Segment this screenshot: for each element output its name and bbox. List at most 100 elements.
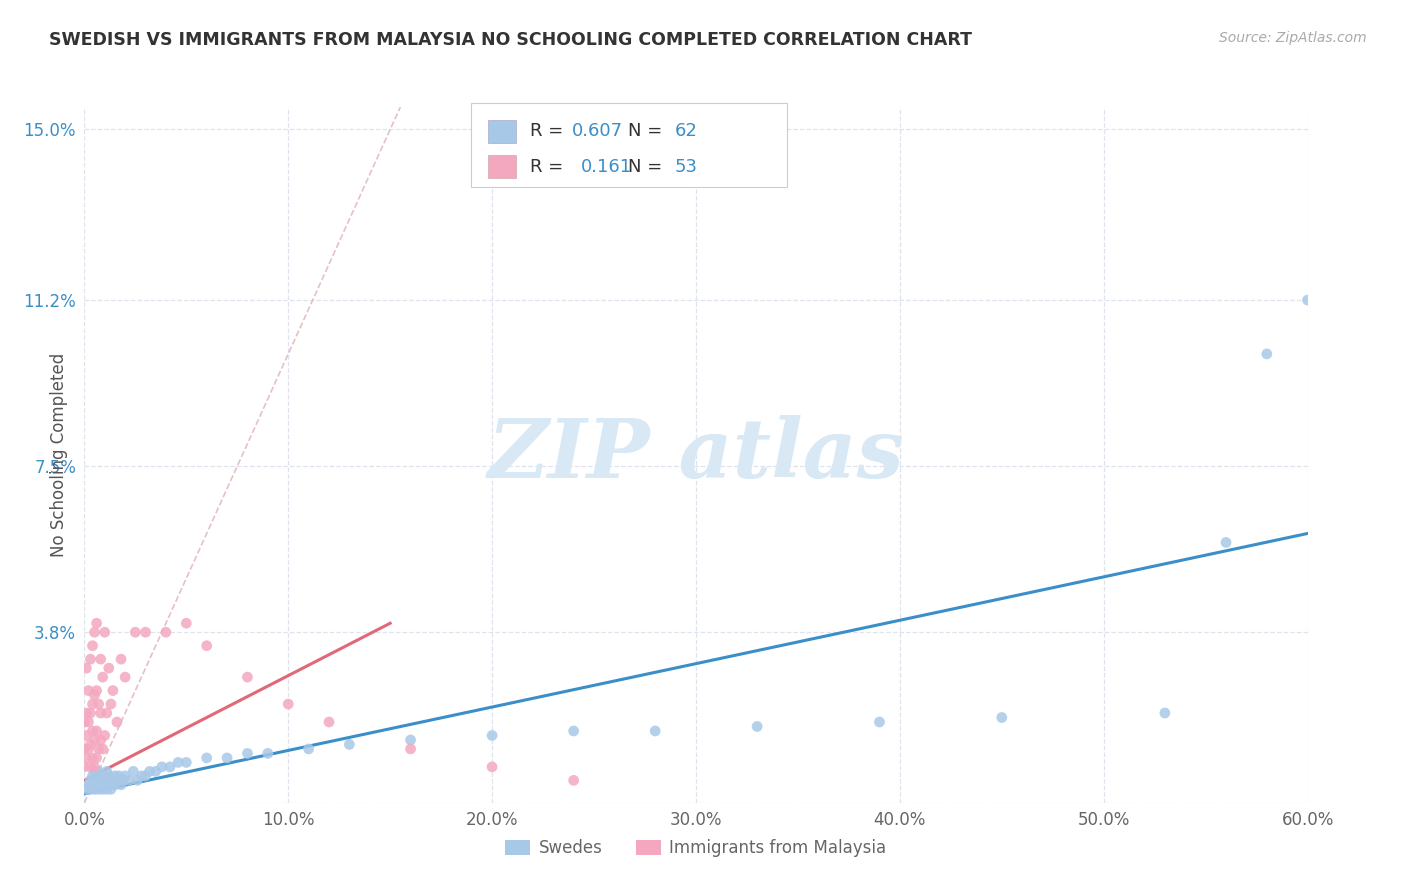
Point: [79, 652, 101, 666]
Point: [1296, 293, 1319, 307]
Point: [83, 760, 105, 774]
Legend: Swedes, Immigrants from Malaysia: Swedes, Immigrants from Malaysia: [499, 833, 893, 864]
Point: [101, 778, 124, 792]
Point: [82, 751, 104, 765]
Point: [82, 778, 104, 792]
Point: [108, 769, 131, 783]
Point: [118, 773, 141, 788]
Point: [86, 751, 108, 765]
Text: R =: R =: [530, 158, 569, 176]
Text: N =: N =: [628, 122, 668, 140]
Point: [481, 760, 503, 774]
Point: [73, 742, 96, 756]
Point: [747, 719, 769, 733]
Point: [77, 778, 100, 792]
Point: [104, 778, 127, 792]
Point: [91, 773, 114, 788]
Point: [91, 742, 114, 756]
Point: [135, 625, 157, 640]
Point: [75, 706, 97, 720]
Point: [100, 773, 122, 788]
Point: [159, 760, 181, 774]
Point: [82, 769, 104, 783]
Point: [86, 723, 108, 738]
Point: [100, 697, 122, 711]
Point: [114, 670, 136, 684]
Point: [79, 738, 101, 752]
Point: [104, 769, 127, 783]
Point: [97, 769, 120, 783]
Point: [96, 764, 118, 779]
Point: [124, 625, 146, 640]
Point: [112, 773, 135, 788]
Text: ZIP atlas: ZIP atlas: [488, 415, 904, 495]
Text: Source: ZipAtlas.com: Source: ZipAtlas.com: [1219, 31, 1367, 45]
Point: [167, 756, 190, 770]
Point: [91, 782, 114, 797]
Point: [83, 733, 105, 747]
Point: [83, 764, 105, 779]
Point: [73, 760, 96, 774]
Point: [90, 706, 112, 720]
Point: [86, 683, 108, 698]
Point: [277, 697, 299, 711]
Point: [79, 706, 101, 720]
Point: [195, 639, 218, 653]
Point: [96, 782, 118, 797]
Point: [93, 625, 117, 640]
Text: N =: N =: [628, 158, 668, 176]
Point: [236, 747, 259, 761]
Point: [105, 714, 128, 729]
Point: [101, 683, 124, 698]
Point: [87, 782, 110, 797]
Point: [75, 661, 97, 675]
Point: [83, 773, 105, 788]
Point: [90, 778, 112, 792]
Point: [991, 710, 1014, 724]
Point: [1256, 347, 1278, 361]
Text: 62: 62: [675, 122, 697, 140]
Point: [110, 778, 132, 792]
Point: [83, 688, 105, 702]
Point: [75, 729, 97, 743]
Point: [87, 764, 110, 779]
Point: [93, 769, 117, 783]
Point: [127, 773, 149, 788]
Point: [138, 764, 160, 779]
Point: [105, 773, 128, 788]
Point: [86, 778, 108, 792]
Point: [236, 670, 259, 684]
Point: [83, 782, 105, 797]
Point: [90, 733, 112, 747]
Text: 53: 53: [675, 158, 697, 176]
Point: [562, 723, 585, 738]
Point: [562, 773, 585, 788]
Point: [481, 729, 503, 743]
Point: [176, 756, 198, 770]
Point: [79, 782, 101, 797]
Point: [83, 625, 105, 640]
Point: [87, 742, 110, 756]
Point: [257, 747, 280, 761]
Text: R =: R =: [530, 122, 569, 140]
Point: [195, 751, 218, 765]
Point: [79, 760, 101, 774]
Point: [298, 742, 321, 756]
Point: [176, 616, 198, 631]
Y-axis label: No Schooling Completed: No Schooling Completed: [49, 353, 67, 557]
Point: [73, 714, 96, 729]
Point: [100, 782, 122, 797]
Point: [75, 751, 97, 765]
Point: [1215, 535, 1237, 549]
Point: [86, 769, 108, 783]
Text: 0.161: 0.161: [581, 158, 631, 176]
Point: [91, 670, 114, 684]
Point: [82, 697, 104, 711]
Point: [82, 639, 104, 653]
Point: [155, 625, 177, 640]
Point: [399, 733, 422, 747]
Point: [131, 769, 153, 783]
Point: [79, 773, 101, 788]
Point: [1154, 706, 1177, 720]
Point: [96, 706, 118, 720]
